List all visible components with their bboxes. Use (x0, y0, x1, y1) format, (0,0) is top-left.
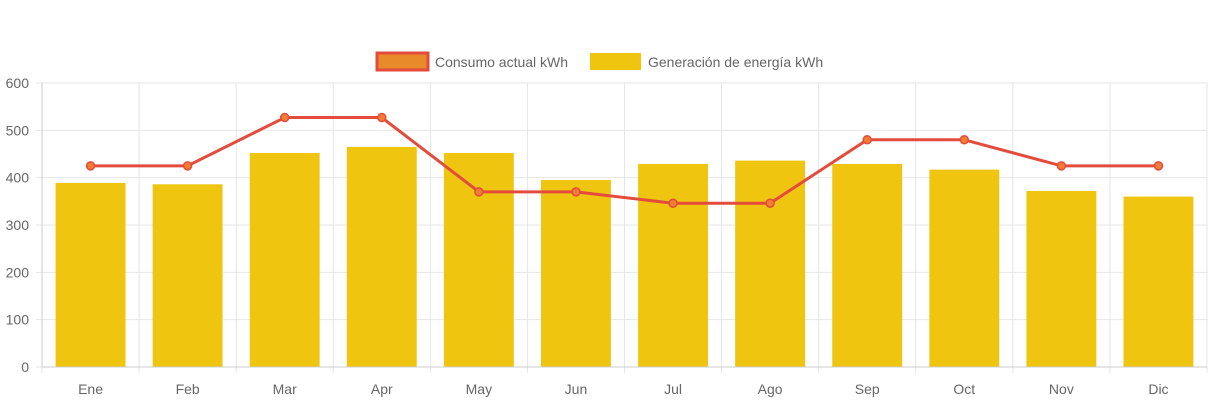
y-tick-label: 100 (6, 312, 30, 328)
axis-layer: 0 100 200 300 400 500 600 Ene Feb Mar Apr May Jun Jul… (6, 75, 1207, 397)
bar-may[interactable] (443, 153, 514, 367)
legend-label-consumo[interactable]: Consumo actual kWh (435, 54, 568, 70)
consumo-point-jun[interactable] (571, 187, 581, 197)
legend-swatch-generacion[interactable] (590, 53, 641, 70)
consumo-point-may[interactable] (474, 187, 484, 197)
y-tick-label: 400 (6, 170, 30, 186)
bar-jul[interactable] (638, 163, 708, 367)
consumo-point-dic[interactable] (1153, 161, 1164, 171)
consumo-line[interactable] (90, 116, 1159, 205)
y-tick-label: 200 (6, 264, 30, 280)
legend-swatch-consumo[interactable] (375, 51, 430, 72)
bar-apr[interactable] (346, 146, 417, 367)
consumo-point-ago[interactable] (765, 198, 775, 208)
consumo-point-nov[interactable] (1056, 161, 1067, 171)
x-tick-label: Mar (273, 381, 297, 397)
bars-layer (55, 146, 1194, 367)
x-tick-label: Dic (1148, 381, 1168, 397)
bar-mar[interactable] (249, 153, 320, 367)
x-tick-label: May (466, 381, 492, 397)
y-tick-label: 0 (21, 359, 29, 375)
consumo-point-sep[interactable] (862, 135, 872, 145)
consumo-point-jul[interactable] (668, 198, 678, 208)
x-tick-label: Ago (758, 381, 783, 397)
bar-dic[interactable] (1123, 196, 1194, 367)
x-tick-label: Sep (855, 381, 880, 397)
consumo-point-oct[interactable] (959, 135, 970, 145)
consumo-point-feb[interactable] (182, 161, 193, 171)
legend-label-generacion[interactable]: Generación de energía kWh (648, 54, 823, 70)
grid-layer (36, 82, 1208, 373)
legend[interactable]: Consumo actual kWh Generación de energía… (375, 51, 823, 72)
consumo-point-apr[interactable] (377, 112, 387, 123)
consumo-point-ene[interactable] (85, 161, 96, 171)
consumo-point-mar[interactable] (279, 112, 290, 123)
x-tick-label: Nov (1049, 381, 1074, 397)
bar-nov[interactable] (1026, 190, 1097, 367)
x-tick-label: Jun (565, 381, 588, 397)
y-tick-label: 300 (6, 217, 30, 233)
x-tick-label: Oct (953, 381, 975, 397)
y-tick-label: 500 (6, 122, 30, 138)
bar-ene[interactable] (55, 182, 126, 367)
x-tick-label: Apr (371, 381, 393, 397)
bar-feb[interactable] (152, 184, 223, 367)
bar-ago[interactable] (735, 160, 806, 367)
y-tick-label: 600 (6, 75, 30, 91)
line-layer (85, 112, 1164, 208)
bar-jun[interactable] (541, 180, 611, 367)
bar-oct[interactable] (929, 169, 1000, 367)
x-tick-label: Feb (176, 381, 200, 397)
bar-sep[interactable] (832, 163, 903, 367)
x-tick-label: Jul (664, 381, 682, 397)
x-tick-label: Ene (78, 381, 103, 397)
